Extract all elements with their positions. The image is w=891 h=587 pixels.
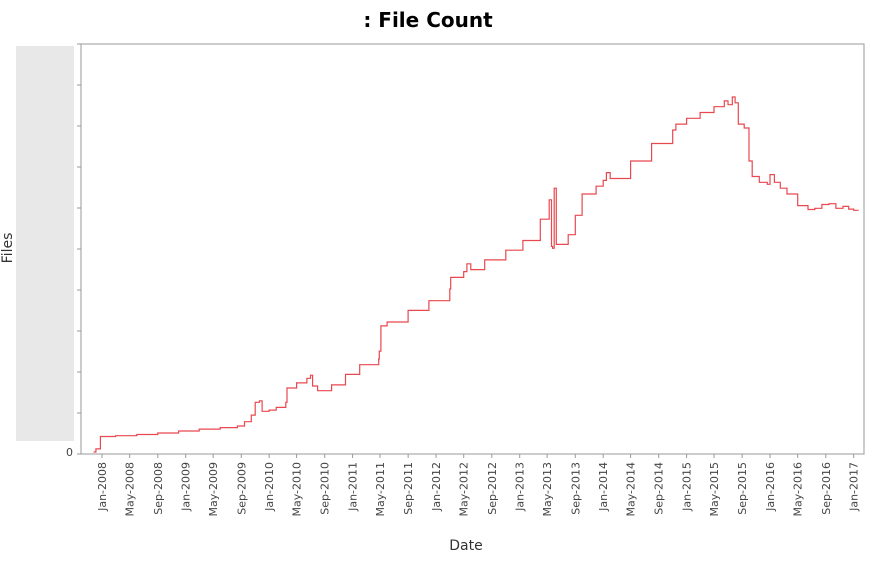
x-tick-label: May-2014 — [625, 462, 638, 517]
x-tick-label: May-2009 — [207, 462, 220, 517]
x-tick-label: Sep-2009 — [235, 462, 248, 515]
y-axis: 0 — [66, 43, 81, 459]
x-tick-label: Sep-2015 — [736, 462, 749, 515]
x-tick-label: Jan-2012 — [430, 462, 443, 512]
x-tick-label: May-2016 — [792, 462, 805, 517]
y-axis-label: Files — [0, 233, 16, 264]
x-tick-label: Sep-2014 — [653, 462, 666, 515]
ylabel-band — [16, 46, 74, 441]
x-tick-label: Sep-2011 — [402, 462, 415, 515]
x-tick-label: Jan-2015 — [681, 462, 694, 512]
x-tick-label: Jan-2011 — [347, 462, 360, 512]
x-tick-label: May-2010 — [291, 462, 304, 517]
x-tick-label: Sep-2013 — [569, 462, 582, 515]
x-tick-label: May-2008 — [124, 462, 137, 517]
x-tick-label: Jan-2017 — [848, 462, 861, 512]
chart-title: : File Count — [363, 8, 493, 32]
x-tick-label: Sep-2016 — [820, 462, 833, 515]
x-axis: Jan-2008 May-2008 Sep-2008 Jan-2009 May-2009… — [96, 454, 861, 517]
x-tick-label: Jan-2008 — [96, 462, 109, 512]
x-tick-label: Sep-2012 — [486, 462, 499, 515]
x-tick-label: Jan-2016 — [764, 462, 777, 512]
x-tick-label: May-2012 — [458, 462, 471, 517]
x-tick-label: May-2013 — [541, 462, 554, 517]
x-tick-label: Jan-2014 — [597, 462, 610, 512]
x-tick-label: May-2015 — [708, 462, 721, 517]
x-tick-label: Jan-2010 — [263, 462, 276, 512]
y-tick-label: 0 — [66, 446, 73, 459]
x-tick-label: Sep-2008 — [152, 462, 165, 515]
x-tick-label: Sep-2010 — [319, 462, 332, 515]
series-group — [93, 96, 859, 453]
file-count-series-line — [93, 96, 859, 453]
x-tick-label: May-2011 — [374, 462, 387, 517]
plot-area — [80, 43, 865, 455]
x-tick-label: Jan-2013 — [514, 462, 527, 512]
x-axis-label: Date — [449, 538, 482, 554]
x-tick-label: Jan-2009 — [180, 462, 193, 512]
